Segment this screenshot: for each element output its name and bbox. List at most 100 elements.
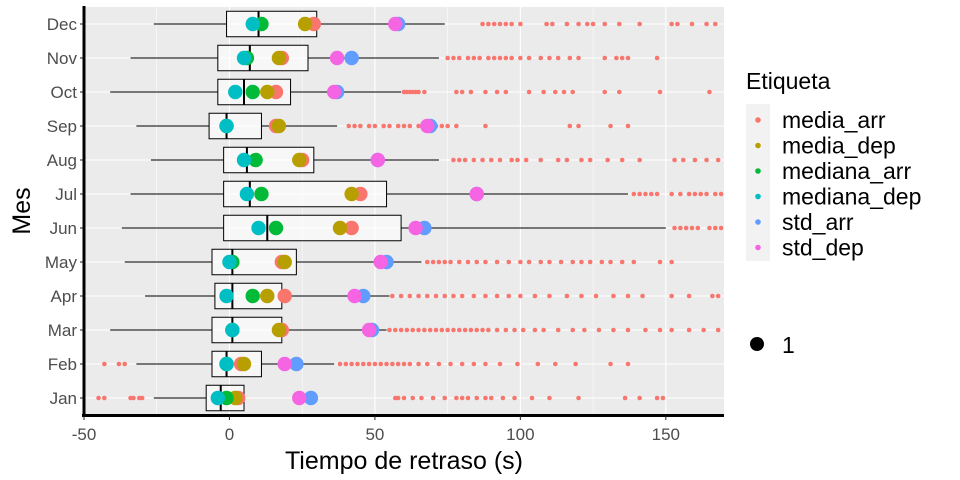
outlier-point: [436, 361, 442, 367]
stat-point-media_dep: [277, 254, 292, 270]
legend-items: media_arrmedia_depmediana_arrmediana_dep…: [755, 107, 921, 261]
outlier-point: [625, 293, 631, 299]
outlier-point: [515, 157, 520, 163]
outlier-point: [122, 361, 128, 367]
outlier-point: [587, 157, 593, 163]
outlier-point: [422, 327, 427, 333]
outlier-point: [625, 55, 631, 61]
outlier-point: [547, 395, 552, 401]
outlier-point: [451, 157, 456, 163]
outlier-point: [518, 293, 523, 299]
stat-point-media_dep: [260, 288, 275, 304]
outlier-point: [541, 89, 546, 95]
stat-point-media_arr: [344, 220, 359, 236]
outlier-point: [483, 395, 488, 401]
stat-point-mediana_dep: [219, 118, 234, 134]
x-tick-label: 0: [225, 425, 234, 444]
outlier-point: [689, 225, 695, 231]
legend-title: Etiqueta: [746, 68, 831, 94]
outlier-point: [456, 157, 462, 163]
stat-point-std_dep: [277, 356, 292, 372]
outlier-point: [395, 395, 401, 401]
outlier-point: [442, 259, 448, 265]
stat-point-media_dep: [260, 84, 275, 100]
outlier-point: [570, 259, 576, 265]
outlier-point: [631, 191, 637, 197]
legend-label-mediana_dep: mediana_dep: [782, 184, 921, 210]
panel-background: [84, 7, 724, 415]
outlier-point: [707, 89, 712, 95]
outlier-point: [430, 395, 436, 401]
outlier-point: [471, 157, 477, 163]
outlier-point: [680, 157, 686, 163]
stat-point-std_arr: [289, 356, 304, 372]
legend-key-mediana_arr: [755, 168, 761, 174]
outlier-point: [395, 123, 401, 129]
outlier-point: [643, 327, 648, 333]
outlier-point: [672, 157, 677, 163]
outlier-point: [491, 55, 497, 61]
outlier-point: [538, 157, 544, 163]
stat-point-mediana_dep: [245, 16, 260, 32]
outlier-point: [669, 293, 674, 299]
outlier-point: [611, 327, 616, 333]
outlier-point: [474, 259, 480, 265]
outlier-point: [491, 21, 497, 27]
outlier-point: [439, 123, 445, 129]
outlier-point: [471, 55, 477, 61]
outlier-point: [349, 361, 354, 367]
outlier-point: [387, 327, 392, 333]
outlier-point: [456, 327, 462, 333]
outlier-point: [454, 89, 459, 95]
outlier-point: [707, 225, 712, 231]
outlier-point: [602, 21, 608, 27]
legend-key-mediana_dep: [755, 193, 761, 200]
stat-point-mediana_arr: [254, 186, 269, 202]
outlier-point: [483, 259, 488, 265]
y-tick-label: May: [45, 253, 78, 272]
outlier-point: [445, 327, 450, 333]
outlier-point: [622, 395, 628, 401]
outlier-point: [596, 327, 602, 333]
outlier-point: [387, 123, 392, 129]
outlier-point: [576, 55, 581, 61]
outlier-point: [416, 361, 421, 367]
legend: Etiqueta media_arrmedia_depmediana_arrme…: [746, 68, 921, 358]
outlier-point: [520, 327, 526, 333]
outlier-point: [625, 123, 631, 129]
outlier-point: [494, 89, 500, 95]
outlier-point: [454, 395, 459, 401]
outlier-point: [366, 123, 372, 129]
outlier-point: [590, 21, 596, 27]
stat-point-media_dep: [271, 50, 287, 66]
stat-point-mediana_dep: [219, 356, 234, 372]
outlier-point: [555, 157, 561, 163]
outlier-point: [451, 55, 456, 61]
outlier-point: [465, 259, 471, 265]
stat-point-mediana_dep: [225, 322, 240, 338]
outlier-point: [535, 361, 541, 367]
outlier-point: [102, 395, 107, 401]
outlier-point: [640, 293, 645, 299]
outlier-point: [692, 191, 698, 197]
outlier-point: [96, 395, 101, 401]
outlier-point: [355, 361, 360, 367]
stat-point-std_dep: [420, 118, 435, 134]
outlier-point: [643, 191, 648, 197]
outlier-point: [715, 327, 721, 333]
outlier-point: [518, 259, 523, 265]
outlier-point: [538, 55, 544, 61]
outlier-point: [433, 327, 439, 333]
outlier-point: [605, 157, 610, 163]
outlier-point: [407, 123, 413, 129]
outlier-point: [462, 157, 468, 163]
outlier-point: [459, 395, 465, 401]
legend-key-std_dep: [755, 244, 761, 251]
outlier-point: [442, 395, 448, 401]
outlier-point: [445, 123, 450, 129]
stat-point-mediana_dep: [210, 390, 226, 406]
outlier-point: [678, 191, 683, 197]
outlier-point: [398, 293, 404, 299]
outlier-point: [503, 55, 509, 61]
outlier-point: [430, 259, 436, 265]
